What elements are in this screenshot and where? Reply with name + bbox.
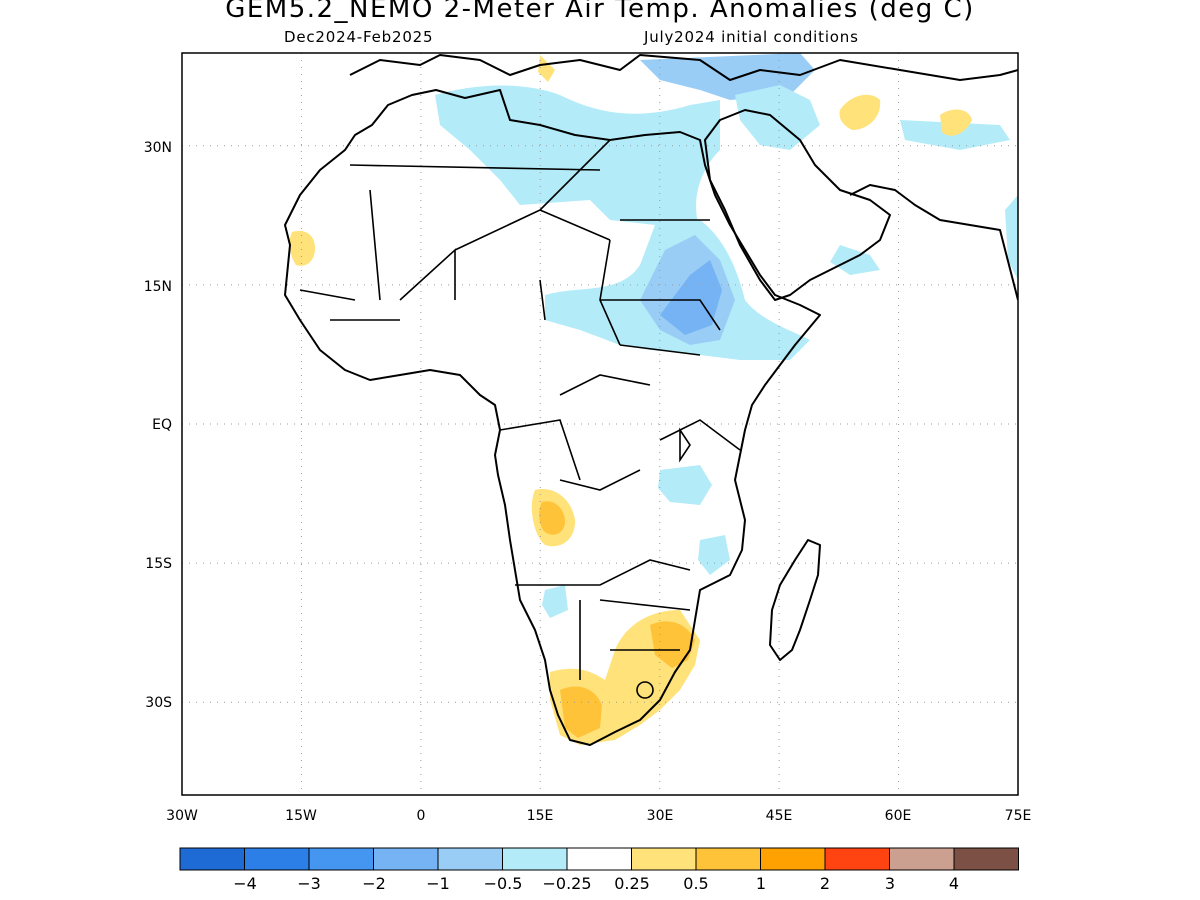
y-tick-label: 15S <box>145 556 172 572</box>
colorbar-swatch <box>373 847 439 871</box>
x-tick-label: 60E <box>885 808 912 824</box>
colorbar-swatch <box>437 847 503 871</box>
colorbar-swatch <box>179 847 245 871</box>
colorbar-label: 1 <box>756 874 766 893</box>
colorbar-labels: −4 −3 −2 −1 −0.5 −0.25 0.25 0.5 1 2 3 4 <box>233 874 959 893</box>
y-tick-label: EQ <box>152 417 172 433</box>
east-africa-cool <box>542 465 730 618</box>
map-frame <box>181 52 1019 796</box>
forecast-period: Dec2024-Feb2025 <box>284 28 434 46</box>
north-africa-cool <box>435 85 720 230</box>
colorbar-swatch <box>695 847 761 871</box>
colorbar-label: −0.25 <box>542 874 591 893</box>
coastlines <box>284 54 1018 746</box>
x-tick-label: 75E <box>1005 808 1032 824</box>
colorbar-swatch <box>824 847 890 871</box>
colorbar-label: −4 <box>233 874 257 893</box>
iran-warm <box>839 94 972 136</box>
colorbar-swatch <box>244 847 310 871</box>
x-tick-label: 15W <box>285 808 317 824</box>
colorbar-swatch <box>760 847 826 871</box>
colorbar-label: 0.5 <box>683 874 708 893</box>
colorbar-label: −2 <box>362 874 386 893</box>
anomaly-shading <box>289 53 1018 745</box>
colorbar-swatch <box>631 847 697 871</box>
angola-warm-core <box>539 501 566 535</box>
x-tick-label: 15E <box>527 808 554 824</box>
x-tick-label: 45E <box>766 808 793 824</box>
colorbar-swatch <box>953 847 1019 871</box>
africa-coastline <box>284 89 821 746</box>
colorbar-swatch <box>889 847 955 871</box>
x-tick-label: 30E <box>647 808 674 824</box>
colorbar-label: 2 <box>820 874 830 893</box>
colorbar-label: −1 <box>426 874 450 893</box>
colorbar-swatch <box>502 847 568 871</box>
colorbar-swatch <box>308 847 374 871</box>
country-borders <box>299 139 741 699</box>
europe-coastline <box>349 54 1018 81</box>
map-title: GEM5.2_NEMO 2-Meter Air Temp. Anomalies … <box>225 0 975 24</box>
longitude-ticks: 30W 15W 0 15E 30E 45E 60E 75E <box>166 808 1031 824</box>
colorbar-label: 0.25 <box>614 874 650 893</box>
colorbar-label: −3 <box>297 874 321 893</box>
colorbar-swatch <box>566 847 632 871</box>
arabia-coastline <box>704 109 891 301</box>
y-tick-label: 15N <box>144 279 172 295</box>
colorbar-label: 3 <box>885 874 895 893</box>
x-tick-label: 0 <box>417 808 426 824</box>
initial-conditions: July2024 initial conditions <box>644 28 859 46</box>
sudan-cool-center <box>660 260 722 335</box>
colorbar-label: −0.5 <box>484 874 523 893</box>
persian-gulf-coastline <box>849 184 1018 301</box>
colorbar-label: 4 <box>949 874 959 893</box>
y-tick-label: 30N <box>144 140 172 156</box>
latitude-ticks: 30N 15N EQ 15S 30S <box>144 140 172 711</box>
y-tick-label: 30S <box>145 695 172 711</box>
x-tick-label: 30W <box>166 808 198 824</box>
madagascar-coastline <box>769 539 821 661</box>
colorbar <box>179 847 1019 871</box>
